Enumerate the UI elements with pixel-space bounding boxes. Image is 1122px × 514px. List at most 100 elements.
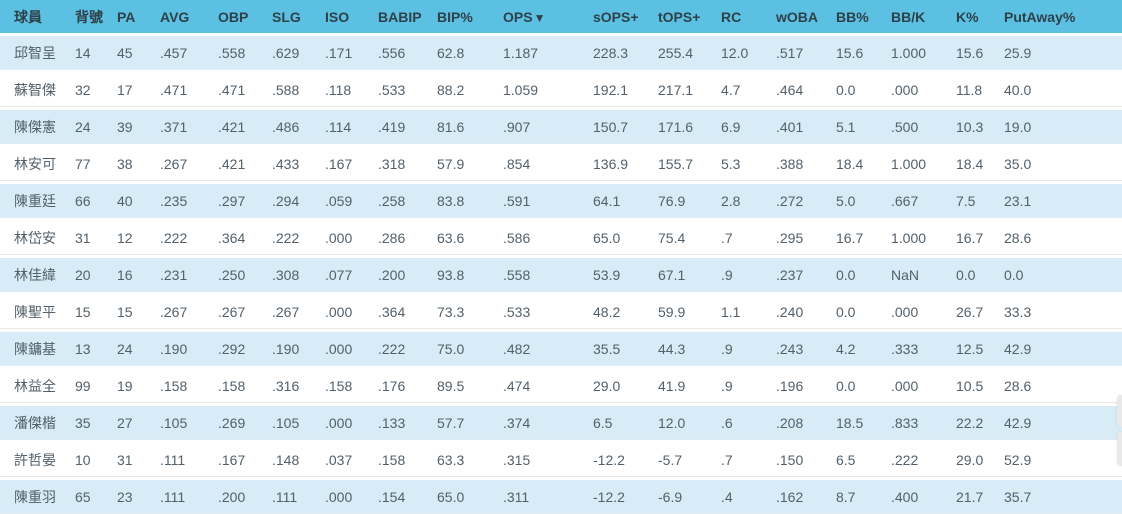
column-header-sops-plus[interactable]: sOPS+ bbox=[581, 0, 646, 33]
cell-bb-pct: 18.4 bbox=[824, 144, 879, 181]
column-header-player[interactable]: 球員 bbox=[0, 0, 63, 33]
cell-bb-k: .222 bbox=[879, 440, 944, 477]
cell-slg: .316 bbox=[260, 366, 313, 403]
cell-k-pct: 22.2 bbox=[944, 403, 992, 440]
cell-woba: .240 bbox=[764, 292, 824, 329]
column-header-avg[interactable]: AVG bbox=[148, 0, 206, 33]
cell-babip: .419 bbox=[366, 107, 425, 144]
cell-bb-pct: 0.0 bbox=[824, 255, 879, 292]
cell-avg: .111 bbox=[148, 440, 206, 477]
column-header-k-pct[interactable]: K% bbox=[944, 0, 992, 33]
cell-bip-pct: 57.7 bbox=[425, 403, 491, 440]
column-header-putaway-pct[interactable]: PutAway% bbox=[992, 0, 1122, 33]
cell-pa: 31 bbox=[105, 440, 148, 477]
cell-bip-pct: 88.2 bbox=[425, 70, 491, 107]
cell-avg: .457 bbox=[148, 33, 206, 70]
cell-number: 24 bbox=[63, 107, 105, 144]
cell-bip-pct: 62.8 bbox=[425, 33, 491, 70]
cell-tops-plus: 67.1 bbox=[646, 255, 709, 292]
column-label: OBP bbox=[218, 8, 249, 25]
column-header-iso[interactable]: ISO bbox=[313, 0, 366, 33]
cell-k-pct: 12.5 bbox=[944, 329, 992, 366]
cell-putaway-pct: 19.0 bbox=[992, 107, 1122, 144]
sort-desc-icon: ▼ bbox=[533, 10, 546, 25]
column-header-obp[interactable]: OBP bbox=[206, 0, 260, 33]
cell-bb-k: .000 bbox=[879, 366, 944, 403]
table-row: 林佳緯 20 16.231.250.308.077.200 93.8.558 53.9 6… bbox=[0, 255, 1122, 292]
cell-ops: .482 bbox=[491, 329, 581, 366]
table-row: 林安可 77 38.267.421.433.167.318 57.9.854 136.9… bbox=[0, 144, 1122, 181]
cell-putaway-pct: 23.1 bbox=[992, 181, 1122, 218]
table-row: 許哲晏 10 31.111.167.148.037.158 63.3.315 -12.2… bbox=[0, 440, 1122, 477]
cell-putaway-pct: 28.6 bbox=[992, 218, 1122, 255]
cell-avg: .231 bbox=[148, 255, 206, 292]
cell-woba: .162 bbox=[764, 477, 824, 514]
cell-bb-pct: 16.7 bbox=[824, 218, 879, 255]
cell-pa: 12 bbox=[105, 218, 148, 255]
cell-iso: .158 bbox=[313, 366, 366, 403]
cell-k-pct: 16.7 bbox=[944, 218, 992, 255]
cell-pa: 45 bbox=[105, 33, 148, 70]
column-header-bb-k[interactable]: BB/K bbox=[879, 0, 944, 33]
column-header-slg[interactable]: SLG bbox=[260, 0, 313, 33]
right-edge-widget-bottom[interactable] bbox=[1117, 432, 1122, 466]
right-edge-widget-top[interactable] bbox=[1117, 395, 1122, 427]
column-label: PutAway% bbox=[1004, 8, 1076, 25]
header-row: 球員 背號 PA AVG OBP SLG ISO BABIP BIP% OPS▼ sOPS+ tOPS… bbox=[0, 0, 1122, 33]
column-label: tOPS+ bbox=[658, 8, 701, 25]
cell-obp: .364 bbox=[206, 218, 260, 255]
column-header-rc[interactable]: RC bbox=[709, 0, 764, 33]
cell-rc: 4.7 bbox=[709, 70, 764, 107]
column-header-babip[interactable]: BABIP bbox=[366, 0, 425, 33]
cell-avg: .471 bbox=[148, 70, 206, 107]
cell-avg: .235 bbox=[148, 181, 206, 218]
cell-obp: .158 bbox=[206, 366, 260, 403]
player-name: 陳聖平 bbox=[0, 292, 63, 329]
cell-tops-plus: 75.4 bbox=[646, 218, 709, 255]
cell-avg: .190 bbox=[148, 329, 206, 366]
cell-bip-pct: 93.8 bbox=[425, 255, 491, 292]
cell-tops-plus: -5.7 bbox=[646, 440, 709, 477]
cell-tops-plus: 12.0 bbox=[646, 403, 709, 440]
cell-iso: .037 bbox=[313, 440, 366, 477]
column-header-bb-pct[interactable]: BB% bbox=[824, 0, 879, 33]
cell-bip-pct: 75.0 bbox=[425, 329, 491, 366]
cell-rc: 1.1 bbox=[709, 292, 764, 329]
cell-babip: .318 bbox=[366, 144, 425, 181]
cell-babip: .154 bbox=[366, 477, 425, 514]
cell-bb-pct: 0.0 bbox=[824, 70, 879, 107]
cell-iso: .000 bbox=[313, 329, 366, 366]
column-header-ops[interactable]: OPS▼ bbox=[491, 0, 581, 33]
cell-tops-plus: 76.9 bbox=[646, 181, 709, 218]
cell-sops-plus: -12.2 bbox=[581, 477, 646, 514]
cell-slg: .105 bbox=[260, 403, 313, 440]
column-label: sOPS+ bbox=[593, 8, 639, 25]
player-name: 潘傑楷 bbox=[0, 403, 63, 440]
column-header-number[interactable]: 背號 bbox=[63, 0, 105, 33]
cell-obp: .292 bbox=[206, 329, 260, 366]
column-header-tops-plus[interactable]: tOPS+ bbox=[646, 0, 709, 33]
player-name: 陳鏞基 bbox=[0, 329, 63, 366]
cell-number: 31 bbox=[63, 218, 105, 255]
cell-number: 99 bbox=[63, 366, 105, 403]
cell-woba: .272 bbox=[764, 181, 824, 218]
cell-putaway-pct: 52.9 bbox=[992, 440, 1122, 477]
cell-avg: .371 bbox=[148, 107, 206, 144]
cell-bip-pct: 65.0 bbox=[425, 477, 491, 514]
cell-babip: .364 bbox=[366, 292, 425, 329]
column-header-woba[interactable]: wOBA bbox=[764, 0, 824, 33]
cell-bb-k: .000 bbox=[879, 70, 944, 107]
cell-obp: .250 bbox=[206, 255, 260, 292]
column-header-pa[interactable]: PA bbox=[105, 0, 148, 33]
cell-ops: 1.187 bbox=[491, 33, 581, 70]
cell-woba: .401 bbox=[764, 107, 824, 144]
column-header-bip-pct[interactable]: BIP% bbox=[425, 0, 491, 33]
cell-rc: .7 bbox=[709, 440, 764, 477]
table-row: 林岱安 31 12.222.364.222.000.286 63.6.586 65.0 7… bbox=[0, 218, 1122, 255]
table-row: 陳重羽 65 23.111.200.111.000.154 65.0.311 -12.2… bbox=[0, 477, 1122, 514]
cell-bb-k: NaN bbox=[879, 255, 944, 292]
cell-ops: .533 bbox=[491, 292, 581, 329]
column-label: wOBA bbox=[776, 8, 818, 25]
cell-tops-plus: 59.9 bbox=[646, 292, 709, 329]
